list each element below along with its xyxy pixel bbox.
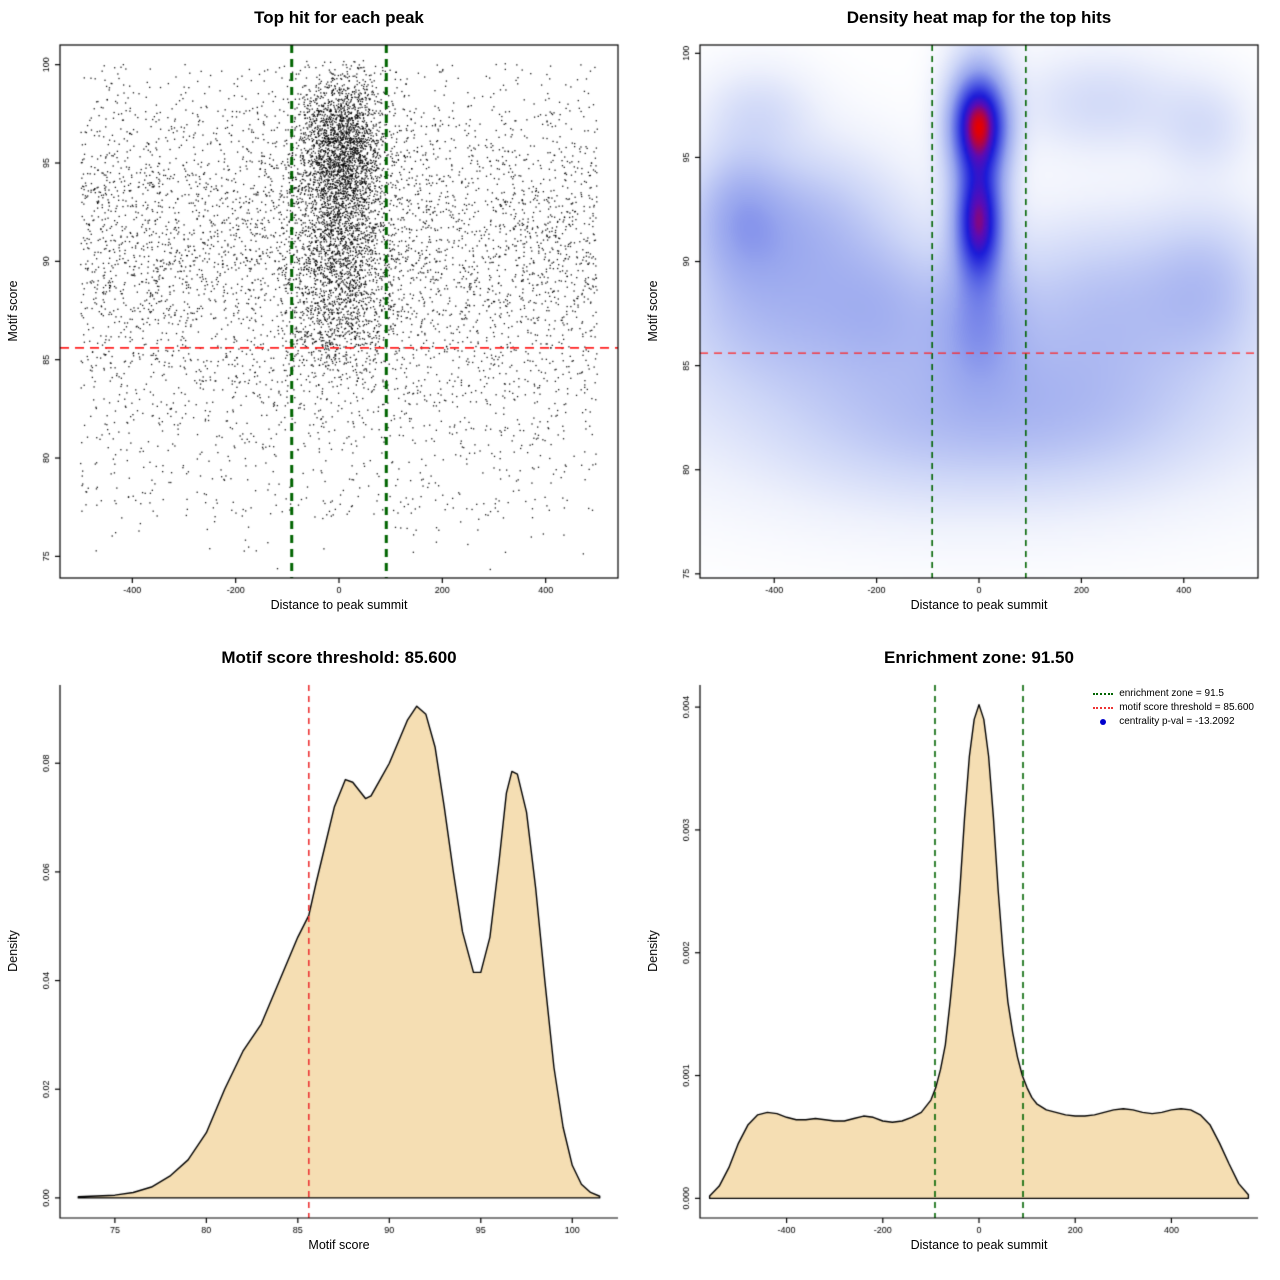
legend-label: centrality p-val = -13.2092 (1119, 716, 1235, 727)
distance-density-canvas (640, 640, 1280, 1280)
x-axis-label: Distance to peak summit (910, 598, 1048, 612)
heatmap-panel: Density heat map for the top hits Distan… (640, 0, 1280, 640)
y-axis-label: Density (646, 930, 660, 972)
panel-title: Top hit for each peak (254, 8, 424, 27)
x-axis-label: Motif score (308, 1238, 370, 1252)
red-dotted-line-icon (1093, 706, 1114, 709)
motif-score-density-panel: Motif score threshold: 85.600 Motif scor… (0, 640, 640, 1280)
motif-score-density-canvas (0, 640, 640, 1280)
legend-label: enrichment zone = 91.5 (1119, 688, 1224, 699)
plot-legend: enrichment zone = 91.5 motif score thres… (1093, 688, 1254, 727)
y-axis-label: Density (6, 930, 20, 972)
distance-density-panel: Enrichment zone: 91.50 Distance to peak … (640, 640, 1280, 1280)
legend-label: motif score threshold = 85.600 (1119, 702, 1254, 713)
panel-title: Density heat map for the top hits (846, 8, 1112, 27)
scatter-plot-panel: Top hit for each peak Distance to peak s… (0, 0, 640, 640)
y-axis-label: Motif score (646, 280, 660, 342)
legend-item-motif-threshold: motif score threshold = 85.600 (1093, 702, 1254, 713)
legend-item-centrality-pval: centrality p-val = -13.2092 (1093, 716, 1254, 727)
panel-title: Enrichment zone: 91.50 (884, 648, 1074, 667)
heatmap-canvas (640, 0, 1280, 640)
blue-point-icon (1100, 718, 1107, 725)
y-axis-label: Motif score (6, 280, 20, 342)
panel-title: Motif score threshold: 85.600 (221, 648, 457, 667)
legend-item-enrichment-zone: enrichment zone = 91.5 (1093, 688, 1254, 699)
x-axis-label: Distance to peak summit (910, 1238, 1048, 1252)
scatter-plot-canvas (0, 0, 640, 640)
green-dotted-line-icon (1093, 692, 1114, 695)
x-axis-label: Distance to peak summit (270, 598, 408, 612)
